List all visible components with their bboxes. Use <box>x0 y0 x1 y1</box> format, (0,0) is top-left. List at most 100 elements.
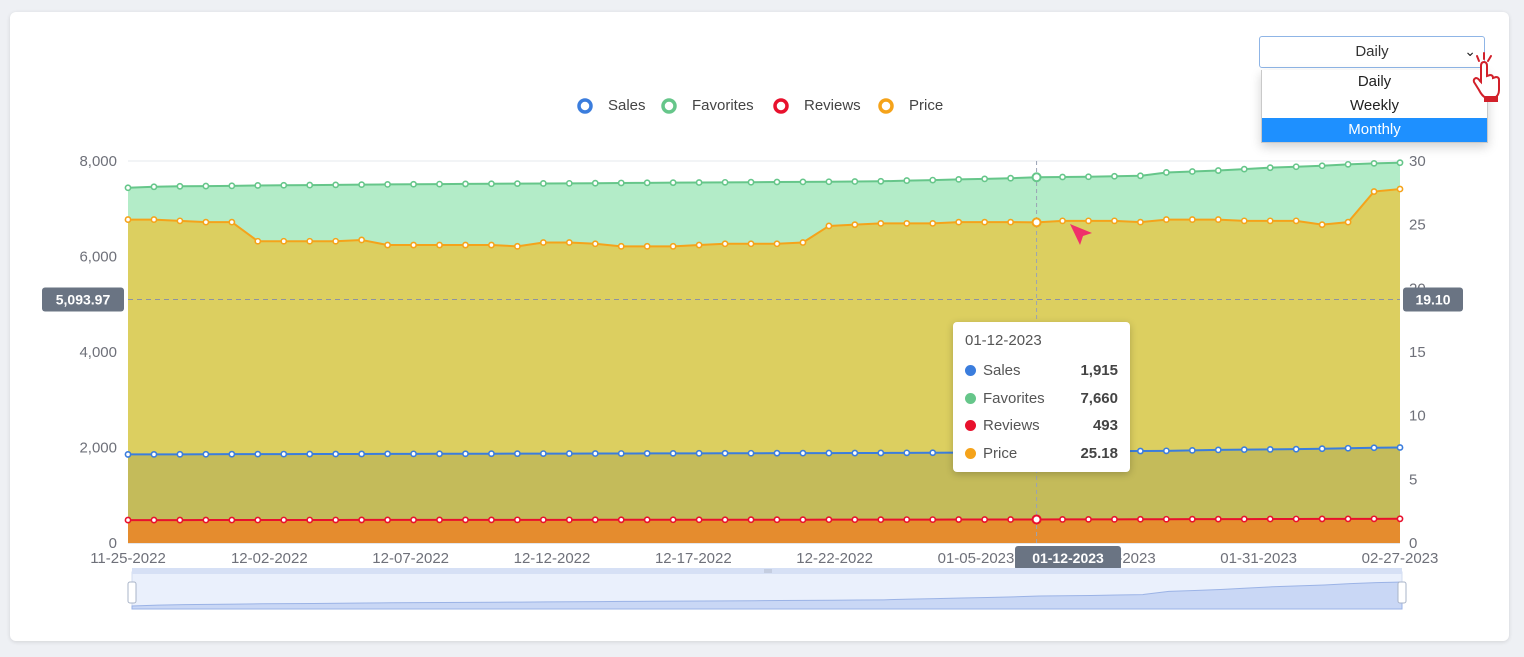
sales-point <box>280 450 288 458</box>
favorites-point <box>384 180 391 188</box>
favorites-point <box>306 181 314 189</box>
period-dropdown: Daily Weekly Monthly <box>1261 70 1488 143</box>
price-point <box>539 239 547 246</box>
reviews-point <box>721 516 729 524</box>
reviews-point <box>1059 516 1066 523</box>
sales-point <box>773 449 781 457</box>
sales-point <box>124 451 132 458</box>
sales-point <box>929 449 937 457</box>
reviews-point <box>851 516 859 524</box>
y-right-tick-label: 25 <box>1409 217 1426 234</box>
reviews-point <box>799 516 807 524</box>
favorites-point <box>1396 159 1404 167</box>
sales-point <box>877 449 885 457</box>
price-point <box>981 218 989 226</box>
sales-point <box>825 449 833 457</box>
sales-point <box>799 449 807 457</box>
price-point <box>228 218 236 226</box>
period-option-daily[interactable]: Daily <box>1357 73 1392 90</box>
tooltip-row-favorites: Favorites 7,660 <box>965 385 1118 413</box>
tooltip-row-label: Favorites <box>983 389 1045 407</box>
reviews-point <box>306 516 314 524</box>
reviews-legend-icon <box>773 98 789 114</box>
x-tick-label: 12-22-2022 <box>796 550 873 567</box>
favorites-point <box>1370 159 1378 167</box>
reviews-point <box>565 516 573 524</box>
reviews-point <box>410 516 417 524</box>
favorites-point <box>747 178 755 186</box>
reviews-point <box>358 516 366 524</box>
crosshair-y-left-label: 5,093.97 <box>56 292 111 308</box>
reviews-point <box>280 516 288 524</box>
favorites-point <box>150 183 158 191</box>
favorites-point <box>462 180 469 188</box>
price-point <box>1059 217 1066 225</box>
price-point <box>1370 188 1378 195</box>
sales-point <box>202 450 210 458</box>
favorites-point <box>955 175 963 183</box>
price-point <box>176 217 184 225</box>
price-point <box>1085 217 1092 225</box>
sales-point <box>643 450 651 457</box>
reviews-point <box>903 516 911 524</box>
favorites-point <box>929 176 937 184</box>
sales-point <box>695 449 703 457</box>
reviews-point <box>228 516 236 524</box>
sales-point <box>1344 444 1352 452</box>
sales-point <box>513 450 521 458</box>
favorites-point <box>1031 172 1042 183</box>
period-select[interactable]: Daily ⌄ <box>1259 36 1485 68</box>
price-point <box>1266 217 1274 225</box>
zoom-handle-left <box>127 581 137 604</box>
period-option-monthly[interactable]: Monthly <box>1262 118 1487 142</box>
favorites-point <box>1111 172 1118 180</box>
reviews-point <box>1007 516 1015 523</box>
sales-point <box>1137 447 1144 455</box>
favorites-point <box>851 178 859 185</box>
favorites-point <box>228 182 236 190</box>
y-right-tick-label: 5 <box>1409 471 1417 488</box>
sales-point <box>228 450 236 458</box>
reviews-point <box>202 516 210 524</box>
reviews-point <box>1188 515 1196 523</box>
crosshair-x-label: 01-12-2023 <box>1032 550 1104 566</box>
y-left-tick-label: 2,000 <box>79 440 117 457</box>
crosshair-y-right-label: 19.10 <box>1415 292 1450 308</box>
zoom-handle-right <box>1397 581 1407 604</box>
sales-point <box>851 449 859 457</box>
favorites-point <box>565 179 573 187</box>
reviews-point <box>1240 515 1248 523</box>
period-option-weekly[interactable]: Weekly <box>1350 97 1399 114</box>
price-point <box>358 236 366 244</box>
favorites-point <box>1188 168 1196 175</box>
reviews-point <box>695 516 703 524</box>
x-tick-label: 02-27-2023 <box>1362 550 1439 567</box>
favorites-point <box>981 175 989 183</box>
price-point <box>202 218 210 226</box>
chevron-down-icon: ⌄ <box>1464 43 1476 59</box>
favorites-point <box>1137 172 1144 180</box>
price-point <box>851 221 859 229</box>
reviews-point <box>1266 515 1274 523</box>
favorites-point <box>539 180 547 187</box>
favorites-point <box>176 182 184 190</box>
reviews-point <box>1137 515 1144 523</box>
tooltip-row-reviews: Reviews 493 <box>965 412 1118 440</box>
tooltip-row-value: 25.18 <box>1080 444 1118 462</box>
favorites-point <box>1318 162 1326 170</box>
price-point <box>1007 218 1015 226</box>
hand-cursor-icon <box>1472 52 1500 102</box>
crosshair-x-label-bg <box>1015 546 1121 570</box>
sales-point <box>410 450 417 458</box>
reviews-point <box>955 516 963 523</box>
reviews-point <box>877 516 885 524</box>
zoom-slider-preview <box>131 581 1403 610</box>
price-point <box>332 237 340 245</box>
reviews-point <box>669 516 677 524</box>
favorites-point <box>488 180 495 188</box>
x-tick-label: 11-25-2022 <box>90 550 166 567</box>
favorites-point <box>617 179 625 187</box>
price-point <box>1396 185 1404 193</box>
sales-point <box>306 450 314 458</box>
reviews-point <box>1370 515 1378 523</box>
